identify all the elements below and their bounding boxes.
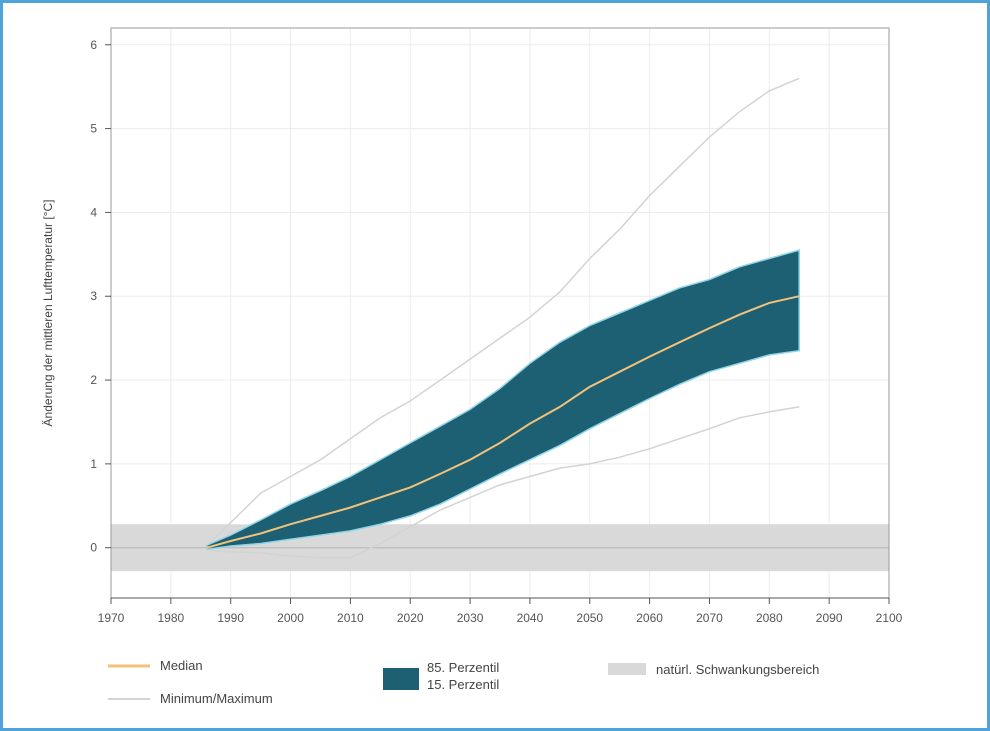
y-tick-label: 6 — [90, 38, 97, 52]
x-tick-label: 2050 — [576, 611, 603, 625]
x-tick-label: 2000 — [277, 611, 304, 625]
y-tick-label: 2 — [90, 373, 97, 387]
y-tick-label: 1 — [90, 457, 97, 471]
x-tick-label: 2100 — [876, 611, 903, 625]
x-tick-label: 2010 — [337, 611, 364, 625]
minimum-line — [206, 406, 800, 559]
y-tick-label: 5 — [90, 122, 97, 136]
median-line — [206, 295, 800, 549]
legend-p15-label: 15. Perzentil — [427, 677, 499, 692]
x-tick-label: 1990 — [217, 611, 244, 625]
x-tick-label: 2090 — [816, 611, 843, 625]
legend-p85-label: 85. Perzentil — [427, 660, 499, 675]
legend-natural-label: natürl. Schwankungsbereich — [656, 662, 819, 677]
x-tick-label: 1970 — [98, 611, 125, 625]
x-tick-label: 2040 — [517, 611, 544, 625]
x-axis: 1970 1980 1990 2000 2010 2020 2030 2040 2050 2060… — [98, 597, 903, 625]
y-axis: 0 1 2 3 4 5 6 — [90, 38, 111, 555]
maximum-line — [206, 77, 800, 546]
legend: Median Minimum/Maximum 85. Perzentil 15.… — [108, 658, 819, 706]
legend-natural-swatch — [608, 663, 646, 675]
y-tick-label: 3 — [90, 289, 97, 303]
percentile-band — [206, 249, 800, 551]
x-tick-label: 2070 — [696, 611, 723, 625]
legend-band-swatch — [383, 668, 419, 690]
x-tick-label: 2060 — [636, 611, 663, 625]
x-tick-label: 1980 — [157, 611, 184, 625]
y-tick-label: 0 — [90, 541, 97, 555]
x-tick-label: 2020 — [397, 611, 424, 625]
x-tick-label: 2030 — [457, 611, 484, 625]
legend-minmax-label: Minimum/Maximum — [160, 691, 273, 706]
legend-median-label: Median — [160, 658, 203, 673]
x-tick-label: 2080 — [756, 611, 783, 625]
y-axis-label: Änderung der mittleren Lufttemperatur [°… — [41, 200, 55, 427]
y-tick-label: 4 — [90, 205, 97, 219]
